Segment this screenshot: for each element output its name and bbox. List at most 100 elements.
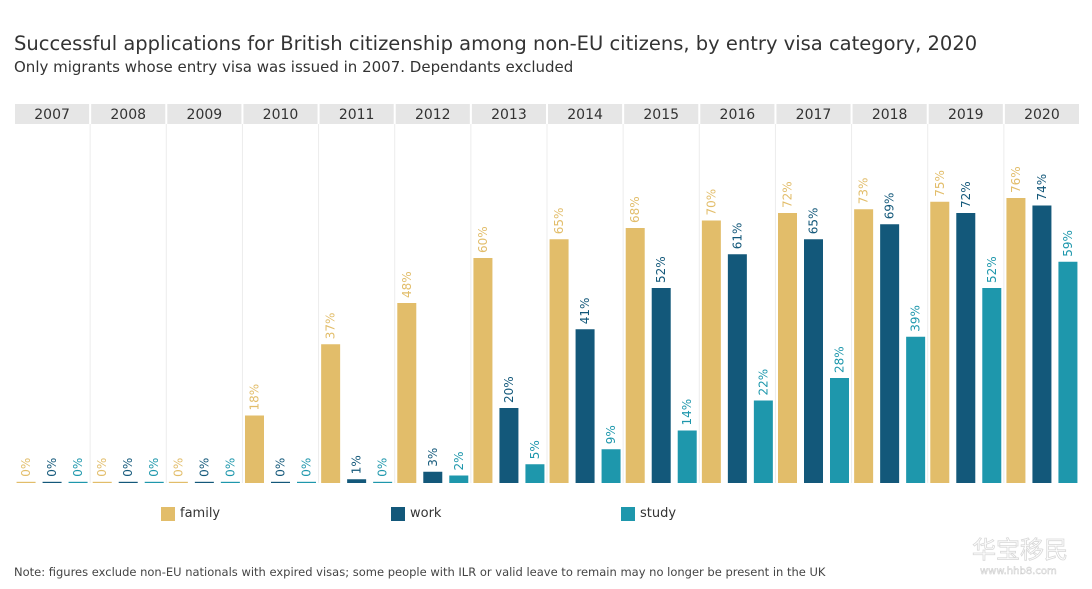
bar-work	[956, 213, 976, 483]
legend-item-work: work	[391, 506, 441, 521]
data-label: 48%	[400, 271, 414, 298]
bar-family	[397, 303, 417, 483]
bar-study	[144, 481, 164, 483]
panel-header	[1004, 104, 1079, 124]
panel-header	[548, 104, 623, 124]
bar-family	[473, 258, 493, 483]
bar-work	[651, 288, 671, 483]
chart-subtitle: Only migrants whose entry visa was issue…	[14, 58, 574, 76]
data-label: 70%	[704, 189, 718, 216]
bar-study	[982, 288, 1002, 483]
bar-family	[778, 213, 797, 483]
data-label: 0%	[71, 458, 85, 477]
chart-legend: family work study	[0, 506, 1092, 526]
panel-header	[700, 104, 775, 124]
bar-family	[245, 415, 264, 483]
panel-header-label: 2013	[491, 107, 527, 123]
panel-header	[167, 104, 242, 124]
data-label: 61%	[730, 223, 744, 250]
data-label: 0%	[197, 458, 211, 477]
data-label: 52%	[654, 256, 668, 283]
panel-header	[243, 104, 318, 124]
data-label: 9%	[604, 425, 618, 444]
bar-family	[549, 239, 569, 483]
panel-header-label: 2016	[720, 107, 756, 123]
panel-header	[928, 104, 1003, 124]
bar-study	[297, 481, 316, 483]
panel-header-label: 2009	[187, 107, 223, 123]
panel-header	[776, 104, 851, 124]
bar-family	[16, 481, 36, 483]
data-label: 2%	[452, 451, 466, 470]
legend-swatch	[621, 506, 635, 521]
data-label: 41%	[578, 298, 592, 325]
bar-study	[525, 464, 545, 483]
data-label: 72%	[781, 181, 795, 208]
bar-study	[677, 430, 697, 483]
bar-work	[804, 239, 823, 483]
bar-work	[575, 329, 595, 483]
bar-study	[1058, 261, 1078, 483]
panel-header-label: 2020	[1024, 107, 1060, 123]
data-label: 68%	[628, 196, 642, 223]
data-label: 75%	[933, 170, 947, 197]
data-label: 39%	[909, 305, 923, 332]
panel-header-label: 2010	[263, 107, 299, 123]
watermark-text: 华宝移民	[972, 536, 1068, 564]
bar-family	[854, 209, 874, 483]
data-label: 59%	[1061, 230, 1075, 257]
data-label: 0%	[223, 458, 237, 477]
bar-work	[1032, 205, 1052, 483]
bar-work	[880, 224, 900, 483]
panel-header	[852, 104, 927, 124]
panel-header	[319, 104, 394, 124]
data-label: 73%	[857, 178, 871, 205]
bar-study	[830, 378, 849, 483]
data-label: 0%	[45, 458, 59, 477]
bar-study	[68, 481, 88, 483]
data-label: 0%	[121, 458, 135, 477]
data-label: 0%	[95, 458, 109, 477]
bar-work	[499, 408, 519, 483]
bar-study	[373, 481, 393, 483]
bar-chart: 2007 0% 0% 0% 2008 0% 0% 0% 2009 0% 0% 0% 2010 18% 0% 0…	[15, 104, 1079, 483]
bar-work	[194, 481, 214, 483]
data-label: 0%	[147, 458, 161, 477]
site-logo-watermark: 华宝移民 www.hhb8.com	[972, 536, 1069, 578]
bar-family	[168, 481, 188, 483]
data-label: 65%	[807, 208, 821, 235]
panel-header	[91, 104, 166, 124]
panel-header-label: 2015	[643, 107, 679, 123]
legend-swatch	[161, 506, 175, 521]
bar-work	[271, 481, 290, 483]
data-label: 1%	[350, 455, 364, 474]
legend-label: work	[410, 506, 442, 521]
legend-label: study	[640, 506, 677, 521]
panel-header-label: 2011	[339, 107, 375, 123]
data-label: 37%	[324, 313, 338, 340]
panel-header-label: 2012	[415, 107, 451, 123]
chart-title: Successful applications for British citi…	[14, 32, 978, 55]
legend-item-study: study	[621, 506, 676, 521]
panel-header-label: 2007	[34, 107, 70, 123]
data-label: 22%	[756, 369, 770, 396]
data-label: 14%	[680, 399, 694, 426]
panel-header-label: 2017	[796, 107, 832, 123]
legend-label: family	[180, 506, 221, 521]
bar-family	[701, 220, 721, 483]
bar-family	[625, 228, 645, 483]
footnote: Note: figures exclude non-EU nationals w…	[14, 565, 826, 579]
data-label: 0%	[274, 458, 288, 477]
data-label: 28%	[833, 346, 847, 373]
data-label: 0%	[19, 458, 33, 477]
data-label: 3%	[426, 448, 440, 467]
panel-header-label: 2008	[110, 107, 146, 123]
bar-study	[601, 449, 621, 483]
bar-family	[92, 481, 112, 483]
bar-study	[220, 481, 240, 483]
panel-header	[395, 104, 470, 124]
data-label: 76%	[1009, 166, 1023, 193]
bar-family	[930, 201, 950, 483]
bar-family	[1006, 198, 1026, 483]
bar-work	[423, 471, 443, 483]
